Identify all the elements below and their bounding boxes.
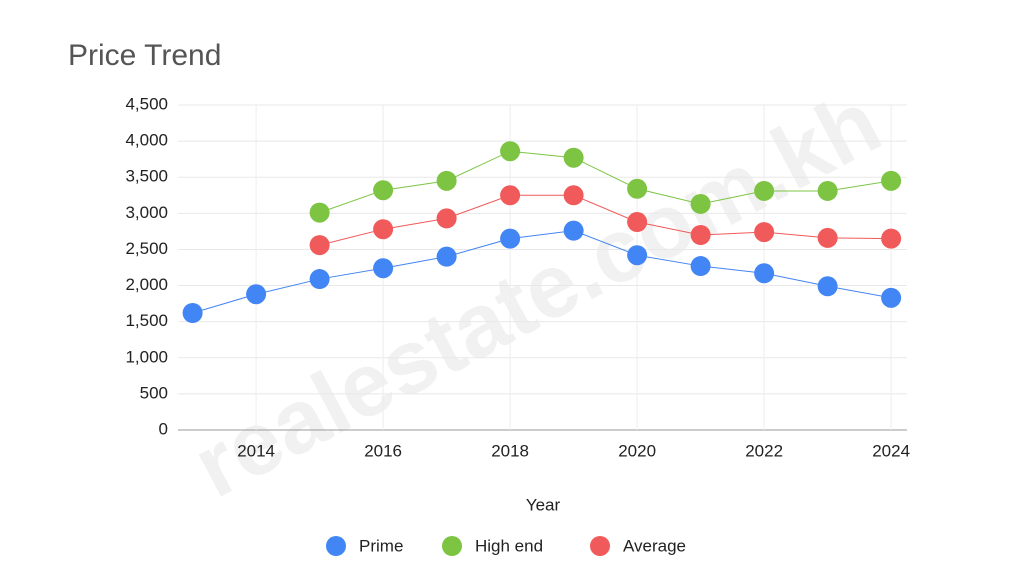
data-point: [627, 178, 648, 199]
data-point: [436, 208, 457, 229]
watermark: realestate.com.kh: [178, 72, 896, 517]
data-point: [436, 170, 457, 191]
data-point: [563, 147, 584, 168]
x-tick-label: 2020: [618, 441, 656, 460]
legend-label: Average: [623, 536, 686, 555]
y-tick-label: 3,500: [125, 167, 168, 186]
data-point: [754, 222, 775, 243]
y-tick-label: 500: [140, 383, 168, 402]
y-tick-label: 4,500: [125, 94, 168, 113]
data-point: [500, 141, 521, 162]
series-line: [319, 194, 892, 246]
legend-marker: [326, 536, 346, 556]
data-point: [881, 170, 902, 191]
x-tick-label: 2022: [745, 441, 783, 460]
y-tick-label: 2,000: [125, 275, 168, 294]
data-point: [373, 180, 394, 201]
data-point: [754, 263, 775, 284]
data-point: [309, 235, 330, 256]
x-tick-label: 2024: [872, 441, 910, 460]
y-tick-label: 1,000: [125, 347, 168, 366]
legend-marker: [590, 536, 610, 556]
data-point: [881, 287, 902, 308]
data-point: [881, 228, 902, 249]
legend-marker: [442, 536, 462, 556]
data-point: [817, 276, 838, 297]
data-point: [817, 180, 838, 201]
data-point: [817, 227, 838, 248]
y-tick-label: 4,000: [125, 131, 168, 150]
data-point: [627, 245, 648, 266]
series-line: [192, 230, 892, 314]
x-tick-label: 2014: [237, 441, 275, 460]
data-point: [500, 185, 521, 206]
data-point: [563, 185, 584, 206]
data-point: [182, 303, 203, 323]
data-point: [373, 258, 394, 279]
data-point: [563, 220, 584, 241]
data-point: [309, 269, 330, 290]
x-tick-label: 2018: [491, 441, 529, 460]
data-point: [690, 256, 711, 277]
legend-label: Prime: [359, 536, 403, 555]
legend-label: High end: [475, 536, 543, 555]
series-line: [319, 150, 892, 214]
data-point: [436, 246, 457, 267]
chart-title: Price Trend: [68, 39, 221, 72]
y-tick-label: 2,500: [125, 239, 168, 258]
data-point: [754, 180, 775, 201]
data-point: [373, 219, 394, 240]
x-axis-label: Year: [526, 495, 561, 514]
y-tick-label: 1,500: [125, 311, 168, 330]
data-point: [246, 284, 267, 305]
y-tick-label: 0: [159, 419, 168, 438]
x-tick-label: 2016: [364, 441, 402, 460]
data-point: [690, 193, 711, 214]
data-point: [500, 228, 521, 249]
y-tick-label: 3,000: [125, 203, 168, 222]
data-point: [627, 212, 648, 232]
data-point: [309, 202, 330, 223]
data-point: [690, 225, 711, 245]
